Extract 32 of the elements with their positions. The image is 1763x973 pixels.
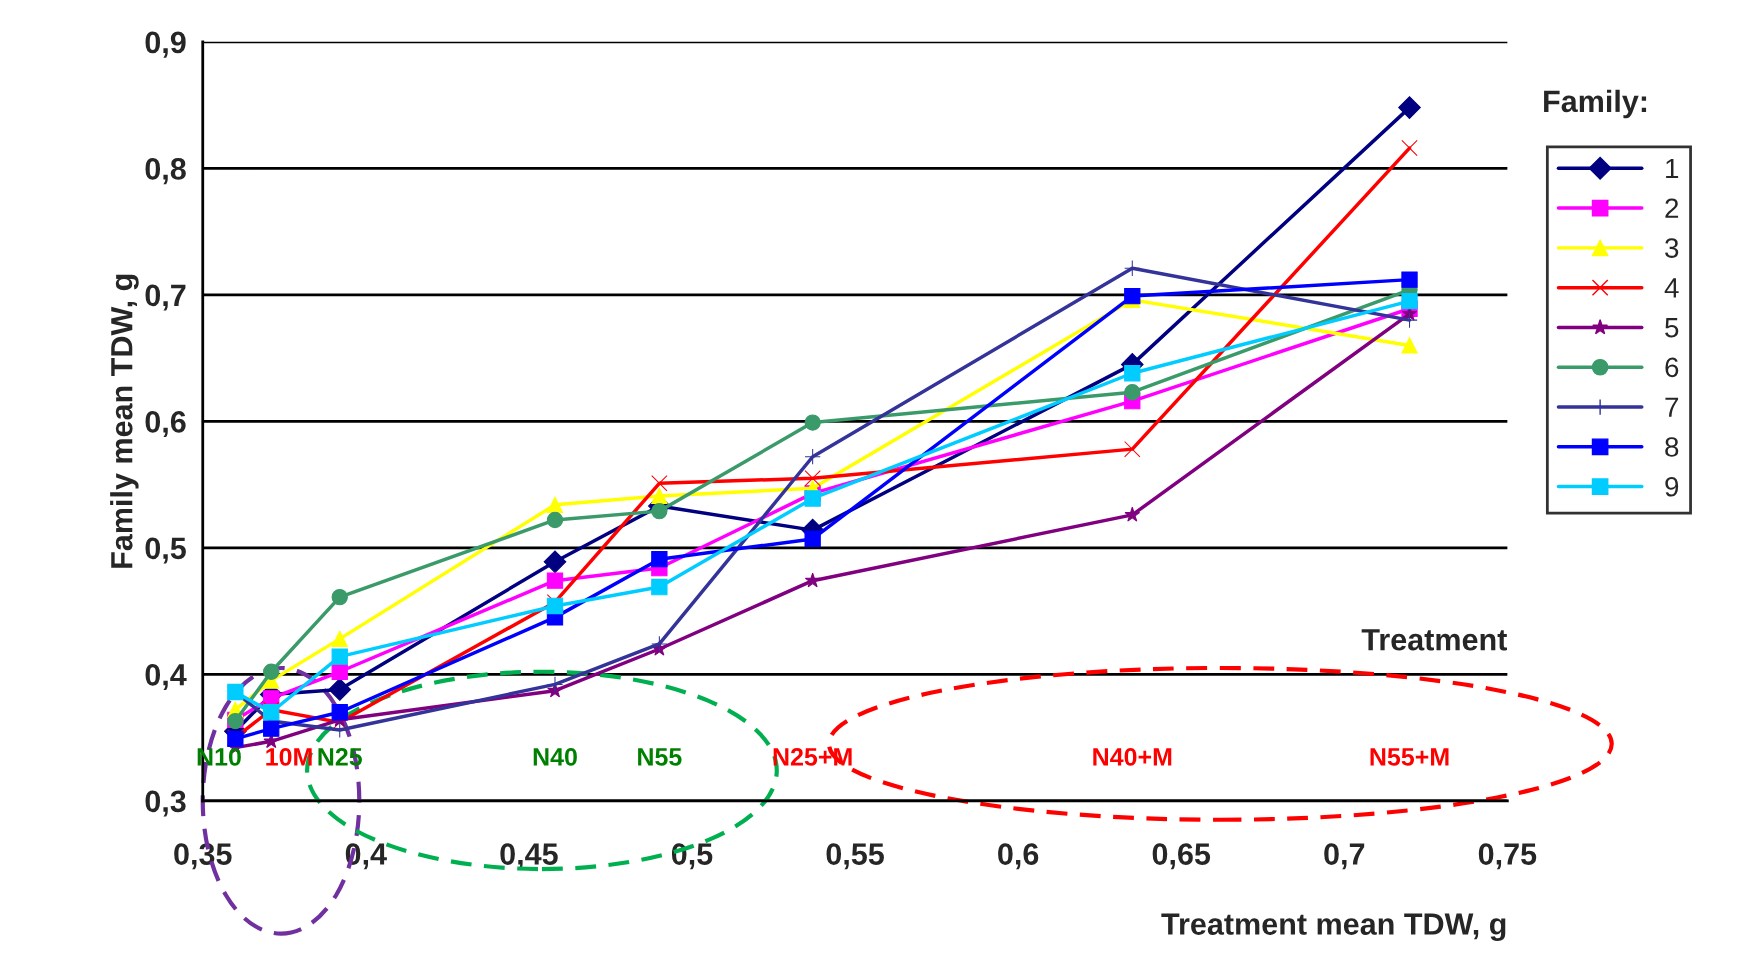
annotation: N55 [638,748,682,766]
legend-label: 7 [1665,397,1679,417]
annotation: N40+M [1093,748,1172,766]
legend-label: 4 [1664,278,1679,298]
x-tick-label: 0,7 [1324,843,1365,870]
legend-label: 9 [1665,476,1679,497]
legend-label: 1 [1666,158,1679,179]
legend-title: Family: [1544,89,1647,119]
y-tick-label: 0,6 [145,411,186,438]
y-tick-label: 0,3 [145,790,186,817]
x-tick-label: 0,75 [1478,843,1537,870]
y-tick-label: 0,9 [145,31,186,58]
x-tick-label: 0,45 [500,843,558,870]
x-tick-label: 0,6 [998,843,1039,870]
annotation: N40 [533,748,577,766]
legend-label: 5 [1665,318,1679,338]
x-axis-title: Treatment mean TDW, g [1161,913,1506,942]
annotation: N55+M [1370,748,1449,766]
y-tick-label: 0,8 [145,158,186,185]
y-tick-label: 0,5 [145,537,186,564]
y-tick-label: 0,7 [145,284,186,311]
x-tick-label: 0,65 [1152,843,1211,870]
y-tick-label: 0,4 [145,664,187,691]
legend-label: 8 [1665,437,1679,457]
legend-label: 3 [1665,238,1679,258]
annotation: Treatment [1361,629,1507,651]
y-axis-title: Family mean TDW, g [110,274,139,568]
legend-label: 6 [1665,357,1679,378]
legend-label: 2 [1665,198,1679,218]
x-tick-label: 0,35 [174,843,232,870]
x-tick-label: 0,5 [671,843,713,870]
x-tick-label: 0,55 [826,843,884,870]
